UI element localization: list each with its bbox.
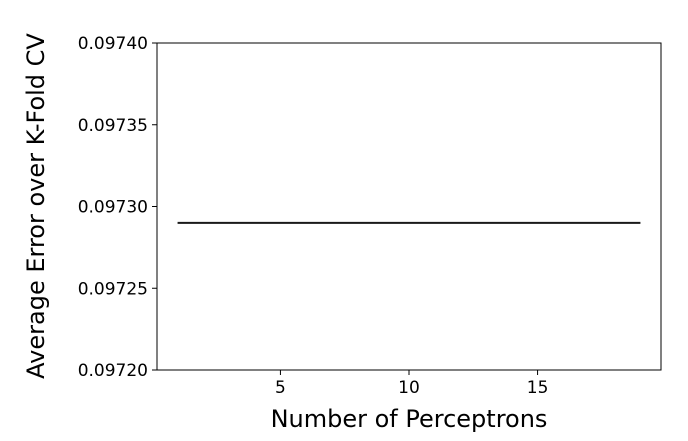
x-tick-label: 5: [275, 378, 286, 398]
y-axis-label: Average Error over K-Fold CV: [22, 33, 50, 379]
x-axis-label: Number of Perceptrons: [271, 405, 548, 433]
y-axis-ticks: 0.09720 0.09725 0.09730 0.09735 0.09740: [78, 34, 157, 381]
plot-area: [157, 43, 661, 370]
y-tick-label: 0.09725: [78, 279, 148, 299]
x-tick-label: 10: [398, 378, 420, 398]
x-axis-ticks: 5 10 15: [275, 370, 548, 398]
y-tick-label: 0.09740: [78, 34, 148, 54]
y-tick-label: 0.09720: [78, 361, 148, 381]
x-tick-label: 15: [527, 378, 549, 398]
y-tick-label: 0.09735: [78, 116, 148, 136]
y-tick-label: 0.09730: [78, 198, 148, 218]
